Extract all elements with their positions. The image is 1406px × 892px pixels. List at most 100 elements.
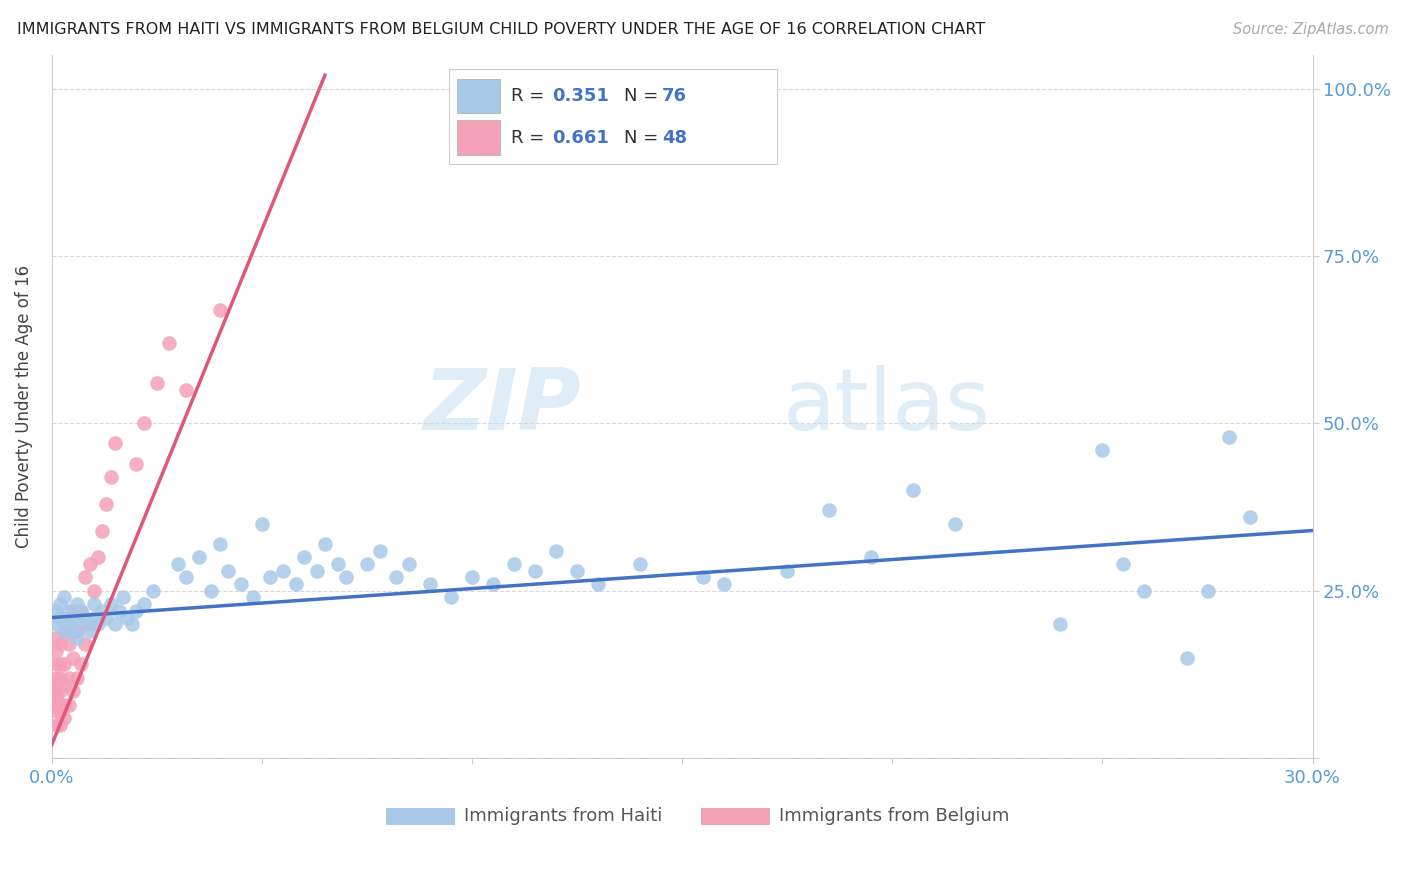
Point <box>75 570 97 584</box>
Point <box>1197 583 1219 598</box>
Point <box>314 537 336 551</box>
Point <box>45 644 67 658</box>
Text: Immigrants from Haiti: Immigrants from Haiti <box>464 806 662 825</box>
Point <box>58 698 80 712</box>
Point <box>860 550 883 565</box>
Point <box>53 624 76 638</box>
Point <box>356 557 378 571</box>
Point <box>49 704 72 718</box>
Point <box>96 497 118 511</box>
Point <box>45 631 67 645</box>
Text: ZIP: ZIP <box>423 365 581 448</box>
Point <box>586 577 609 591</box>
Point <box>91 604 114 618</box>
Point <box>146 376 169 391</box>
Point <box>1218 430 1240 444</box>
Point <box>49 684 72 698</box>
Point <box>70 604 93 618</box>
Point <box>96 610 118 624</box>
Point <box>49 637 72 651</box>
Point <box>166 557 188 571</box>
Point <box>628 557 651 571</box>
Point <box>117 610 139 624</box>
Point <box>49 717 72 731</box>
Point <box>83 610 105 624</box>
Point <box>419 577 441 591</box>
Point <box>259 570 281 584</box>
Point <box>45 717 67 731</box>
Point <box>242 591 264 605</box>
Text: atlas: atlas <box>783 365 991 448</box>
Point <box>53 624 76 638</box>
Point <box>79 557 101 571</box>
Y-axis label: Child Poverty Under the Age of 16: Child Poverty Under the Age of 16 <box>15 265 32 549</box>
Point <box>284 577 307 591</box>
Point <box>1239 510 1261 524</box>
Point <box>108 604 131 618</box>
Point <box>250 516 273 531</box>
FancyBboxPatch shape <box>385 808 456 825</box>
Point <box>70 604 93 618</box>
Point <box>91 524 114 538</box>
Point <box>174 383 197 397</box>
Point <box>943 516 966 531</box>
Point <box>53 657 76 672</box>
Point <box>208 302 231 317</box>
Point <box>45 698 67 712</box>
Point <box>62 604 84 618</box>
Point <box>174 570 197 584</box>
Point <box>713 577 735 591</box>
Point <box>1049 617 1071 632</box>
Point <box>159 336 181 351</box>
Point <box>818 503 841 517</box>
Point <box>104 617 127 632</box>
Point <box>45 684 67 698</box>
Point <box>692 570 714 584</box>
Point <box>62 650 84 665</box>
Point <box>79 624 101 638</box>
Point <box>208 537 231 551</box>
Point <box>83 597 105 611</box>
Point <box>45 617 67 632</box>
Text: Immigrants from Belgium: Immigrants from Belgium <box>779 806 1010 825</box>
Text: Source: ZipAtlas.com: Source: ZipAtlas.com <box>1233 22 1389 37</box>
Point <box>75 610 97 624</box>
Point <box>58 671 80 685</box>
Point <box>66 671 89 685</box>
Point <box>134 417 156 431</box>
Point <box>104 436 127 450</box>
Point <box>335 570 357 584</box>
Point <box>440 591 463 605</box>
Point <box>58 637 80 651</box>
Point <box>49 610 72 624</box>
Point <box>66 597 89 611</box>
Point <box>79 617 101 632</box>
Point <box>66 631 89 645</box>
Point <box>49 597 72 611</box>
Point <box>565 564 588 578</box>
Point <box>62 684 84 698</box>
Point <box>217 564 239 578</box>
Point <box>53 677 76 691</box>
Point <box>121 617 143 632</box>
Point <box>75 637 97 651</box>
Point <box>66 624 89 638</box>
Point <box>112 591 135 605</box>
Point <box>58 617 80 632</box>
Point <box>271 564 294 578</box>
Point <box>903 483 925 498</box>
Point <box>49 657 72 672</box>
Point <box>49 698 72 712</box>
Point <box>125 604 148 618</box>
Point <box>229 577 252 591</box>
Point <box>200 583 222 598</box>
Point <box>142 583 165 598</box>
Point <box>292 550 315 565</box>
Point <box>49 671 72 685</box>
Point <box>53 711 76 725</box>
Point <box>125 457 148 471</box>
Text: IMMIGRANTS FROM HAITI VS IMMIGRANTS FROM BELGIUM CHILD POVERTY UNDER THE AGE OF : IMMIGRANTS FROM HAITI VS IMMIGRANTS FROM… <box>17 22 986 37</box>
Point <box>87 617 110 632</box>
Point <box>45 704 67 718</box>
Point <box>326 557 349 571</box>
